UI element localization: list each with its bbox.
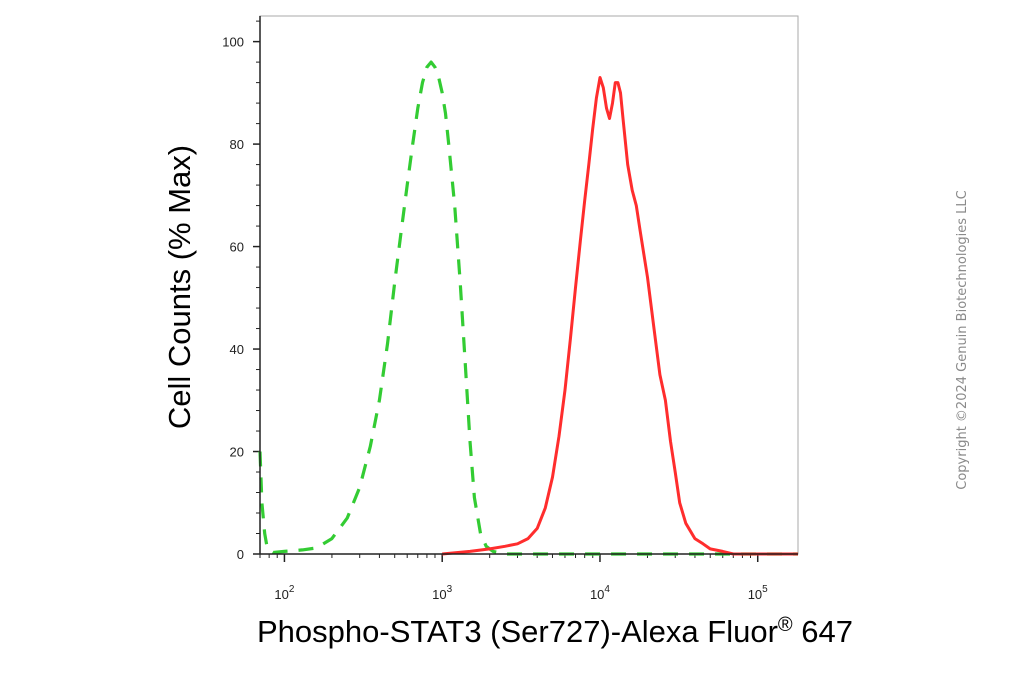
axis-ticks [253, 20, 759, 562]
x-tick-label: 103 [432, 584, 452, 602]
x-tick-label: 104 [590, 584, 610, 602]
plot-frame [259, 15, 799, 555]
series-2-curve [442, 76, 798, 556]
x-tick-label: 105 [748, 584, 768, 602]
y-tick-label: 80 [230, 137, 244, 152]
x-axis-title-suffix: 647 [793, 614, 853, 649]
series-layer [258, 60, 798, 556]
x-axis-title: Phospho-STAT3 (Ser727)-Alexa Fluor® 647 [257, 614, 853, 649]
tick-labels: 0 20 40 60 80 100 102 103 104 105 [222, 35, 768, 602]
y-axis-title: Cell Counts (% Max) [162, 145, 197, 429]
x-axis-title-main: Phospho-STAT3 (Ser727)-Alexa Fluor [257, 614, 778, 649]
series-1-curve [258, 60, 798, 556]
y-tick-label: 0 [237, 547, 244, 562]
y-tick-label: 40 [230, 342, 244, 357]
x-axis-title-superscript: ® [778, 614, 793, 636]
x-tick-label: 102 [274, 584, 294, 602]
y-tick-label: 20 [230, 445, 244, 460]
y-tick-label: 100 [222, 35, 244, 50]
y-tick-label: 60 [230, 240, 244, 255]
copyright-watermark: Copyright ©2024 Genuin Biotechnologies L… [955, 190, 970, 489]
